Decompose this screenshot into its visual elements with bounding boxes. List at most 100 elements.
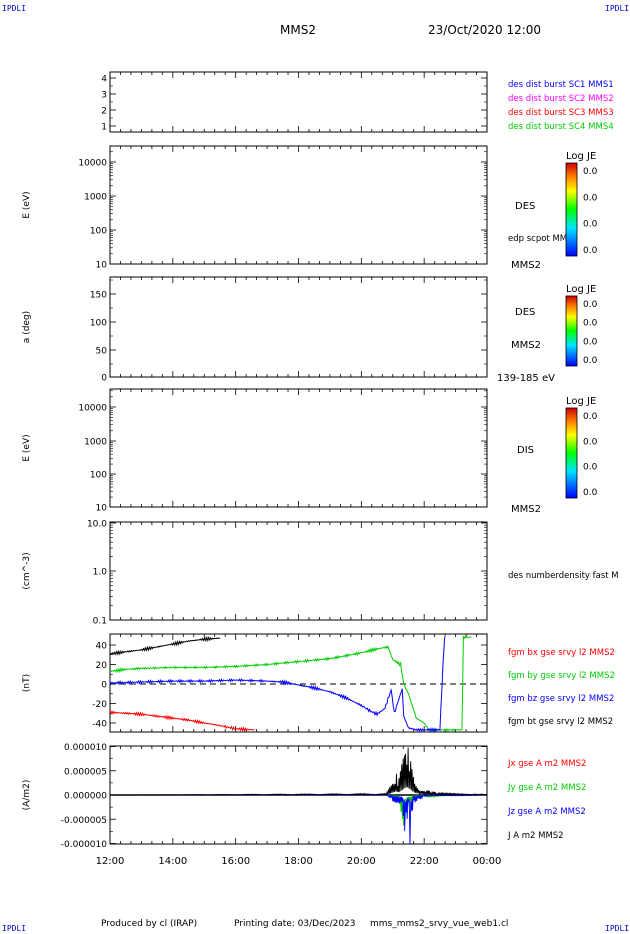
colorbar-tick-label: 0.0: [583, 356, 598, 366]
fgm-tick-label: -40: [92, 720, 107, 730]
x-tick-label: 00:00: [473, 856, 502, 867]
legend-label-fgm: fgm bz gse srvy l2 MMS2: [508, 694, 614, 704]
panel-des-pitch-frame: [109, 276, 488, 378]
panel-density-frame: [109, 521, 488, 621]
density-ylabel: (cm^-3): [22, 552, 32, 589]
spacecraft-tick-label: 3: [101, 91, 107, 101]
des-energy-ylabel: E (eV): [22, 191, 32, 218]
colorbar-des-pitch: [565, 295, 578, 367]
current-tick-label: 0.000005: [64, 767, 107, 777]
colorbar-des-energy: [565, 162, 578, 257]
x-tick-label: 20:00: [347, 856, 376, 867]
des-pitch-tick-label: 150: [90, 291, 107, 301]
corner-label-bottom-right: IPDLI: [605, 924, 630, 933]
des-pitch-ylabel: a (deg): [22, 311, 32, 343]
colorbar-tick-label: 0.0: [583, 337, 598, 347]
dis-energy-tick-label: 10000: [78, 404, 107, 414]
spacecraft-tick-label: 2: [101, 107, 107, 117]
dis-label: DIS: [517, 445, 534, 456]
density-tick-label: 0.1: [93, 617, 107, 627]
footer-printing-date: Printing date: 03/Dec/2023: [234, 919, 356, 929]
current-series-line: [110, 794, 487, 826]
x-tick-label: 16:00: [221, 856, 250, 867]
mms2-label: MMS2: [511, 504, 541, 515]
fgm-tick-label: 20: [96, 661, 108, 671]
fgm-tick-label: 0: [101, 681, 107, 691]
current-tick-label: -0.000010: [61, 840, 107, 850]
corner-label-bottom-left: IPDLI: [2, 924, 27, 933]
colorbar-tick-label: 0.0: [583, 412, 598, 422]
colorbar-tick-label: 0.0: [583, 488, 598, 498]
legend-label-fgm: fgm bx gse srvy l2 MMS2: [508, 648, 615, 658]
des-pitch-tick-label: 50: [96, 347, 108, 357]
colorbar-tick-label: 0.0: [583, 220, 598, 230]
colorbar-tick-label: 0.0: [583, 463, 598, 473]
panel-des-energy-frame: [109, 145, 488, 265]
colorbar-title: Log JE: [566, 151, 596, 162]
current-tick-label: 0.000000: [64, 792, 107, 802]
footer-filename: mms_mms2_srvy_vue_web1.cl: [370, 919, 509, 929]
current-tick-label: 0.000010: [64, 743, 107, 753]
mms2-label: MMS2: [511, 260, 541, 271]
legend-label-spacecraft: des dist burst SC4 MMS4: [508, 122, 614, 132]
legend-label-current: Jy gse A m2 MMS2: [507, 783, 586, 793]
density-tick-label: 1.0: [93, 568, 108, 578]
colorbar-tick-label: 0.0: [583, 193, 598, 203]
fgm-series-line: [110, 635, 472, 732]
legend-label-spacecraft: des dist burst SC3 MMS3: [508, 108, 614, 118]
des-energy-tick-label: 1000: [84, 193, 107, 203]
legend-label-current: Jz gse A m2 MMS2: [507, 807, 586, 817]
spacecraft-tick-label: 4: [101, 75, 107, 85]
dis-energy-ylabel: E (eV): [22, 434, 32, 461]
spacecraft-tick-label: 1: [101, 123, 107, 133]
des-pitch-tick-label: 100: [90, 319, 107, 329]
fgm-tick-label: 40: [96, 642, 108, 652]
colorbar-tick-label: 0.0: [583, 246, 598, 256]
fgm-tick-label: -20: [92, 700, 107, 710]
des-pitch-tick-label: 0: [101, 374, 107, 384]
x-tick-label: 14:00: [158, 856, 187, 867]
colorbar-title: Log JE: [566, 284, 596, 295]
x-tick-label: 22:00: [410, 856, 439, 867]
des-label: DES: [515, 307, 535, 318]
mms2-label: MMS2: [511, 340, 541, 351]
des-energy-tick-label: 10: [96, 261, 108, 271]
legend-label-current: J A m2 MMS2: [507, 831, 564, 841]
des-energy-tick-label: 10000: [78, 159, 107, 169]
legend-label-fgm: fgm bt gse srvy l2 MMS2: [508, 717, 613, 727]
current-series-line: [110, 747, 487, 797]
energy-range-label: 139-185 eV: [497, 373, 555, 384]
fgm-series-line: [110, 709, 255, 732]
colorbar-tick-label: 0.0: [583, 319, 598, 329]
x-tick-label: 18:00: [284, 856, 313, 867]
footer-produced-by: Produced by cl (IRAP): [101, 919, 198, 929]
edp-scpot-label: edp scpot MMS2: [508, 234, 578, 244]
colorbar-title: Log JE: [566, 396, 596, 407]
legend-label-current: Jx gse A m2 MMS2: [507, 759, 586, 769]
fgm-series-line: [110, 637, 446, 732]
colorbar-dis-energy: [565, 407, 578, 499]
page-title: MMS2: [280, 23, 316, 37]
colorbar-tick-label: 0.0: [583, 437, 598, 447]
colorbar-tick-label: 0.0: [583, 300, 598, 310]
current-ylabel: (A/m2): [22, 780, 32, 811]
density-tick-label: 10.0: [87, 520, 107, 530]
dis-energy-tick-label: 100: [90, 471, 107, 481]
corner-label-top-right: IPDLI: [605, 4, 630, 13]
fgm-series-line: [110, 635, 221, 656]
dis-energy-tick-label: 1000: [84, 438, 107, 448]
panel-spacecraft-frame: [109, 71, 488, 133]
current-tick-label: -0.000005: [61, 816, 107, 826]
corner-label-top-left: IPDLI: [2, 4, 27, 13]
density-series-label: des numberdensity fast M: [508, 571, 619, 581]
fgm-ylabel: (nT): [22, 674, 32, 692]
panel-dis-energy-frame: [109, 388, 488, 508]
x-tick-label: 12:00: [96, 856, 125, 867]
legend-label-fgm: fgm by gse srvy l2 MMS2: [508, 671, 615, 681]
legend-label-spacecraft: des dist burst SC1 MMS1: [508, 80, 614, 90]
colorbar-tick-label: 0.0: [583, 167, 598, 177]
datetime-label: 23/Oct/2020 12:00: [428, 23, 542, 37]
legend-label-spacecraft: des dist burst SC2 MMS2: [508, 94, 614, 104]
des-energy-tick-label: 100: [90, 227, 107, 237]
